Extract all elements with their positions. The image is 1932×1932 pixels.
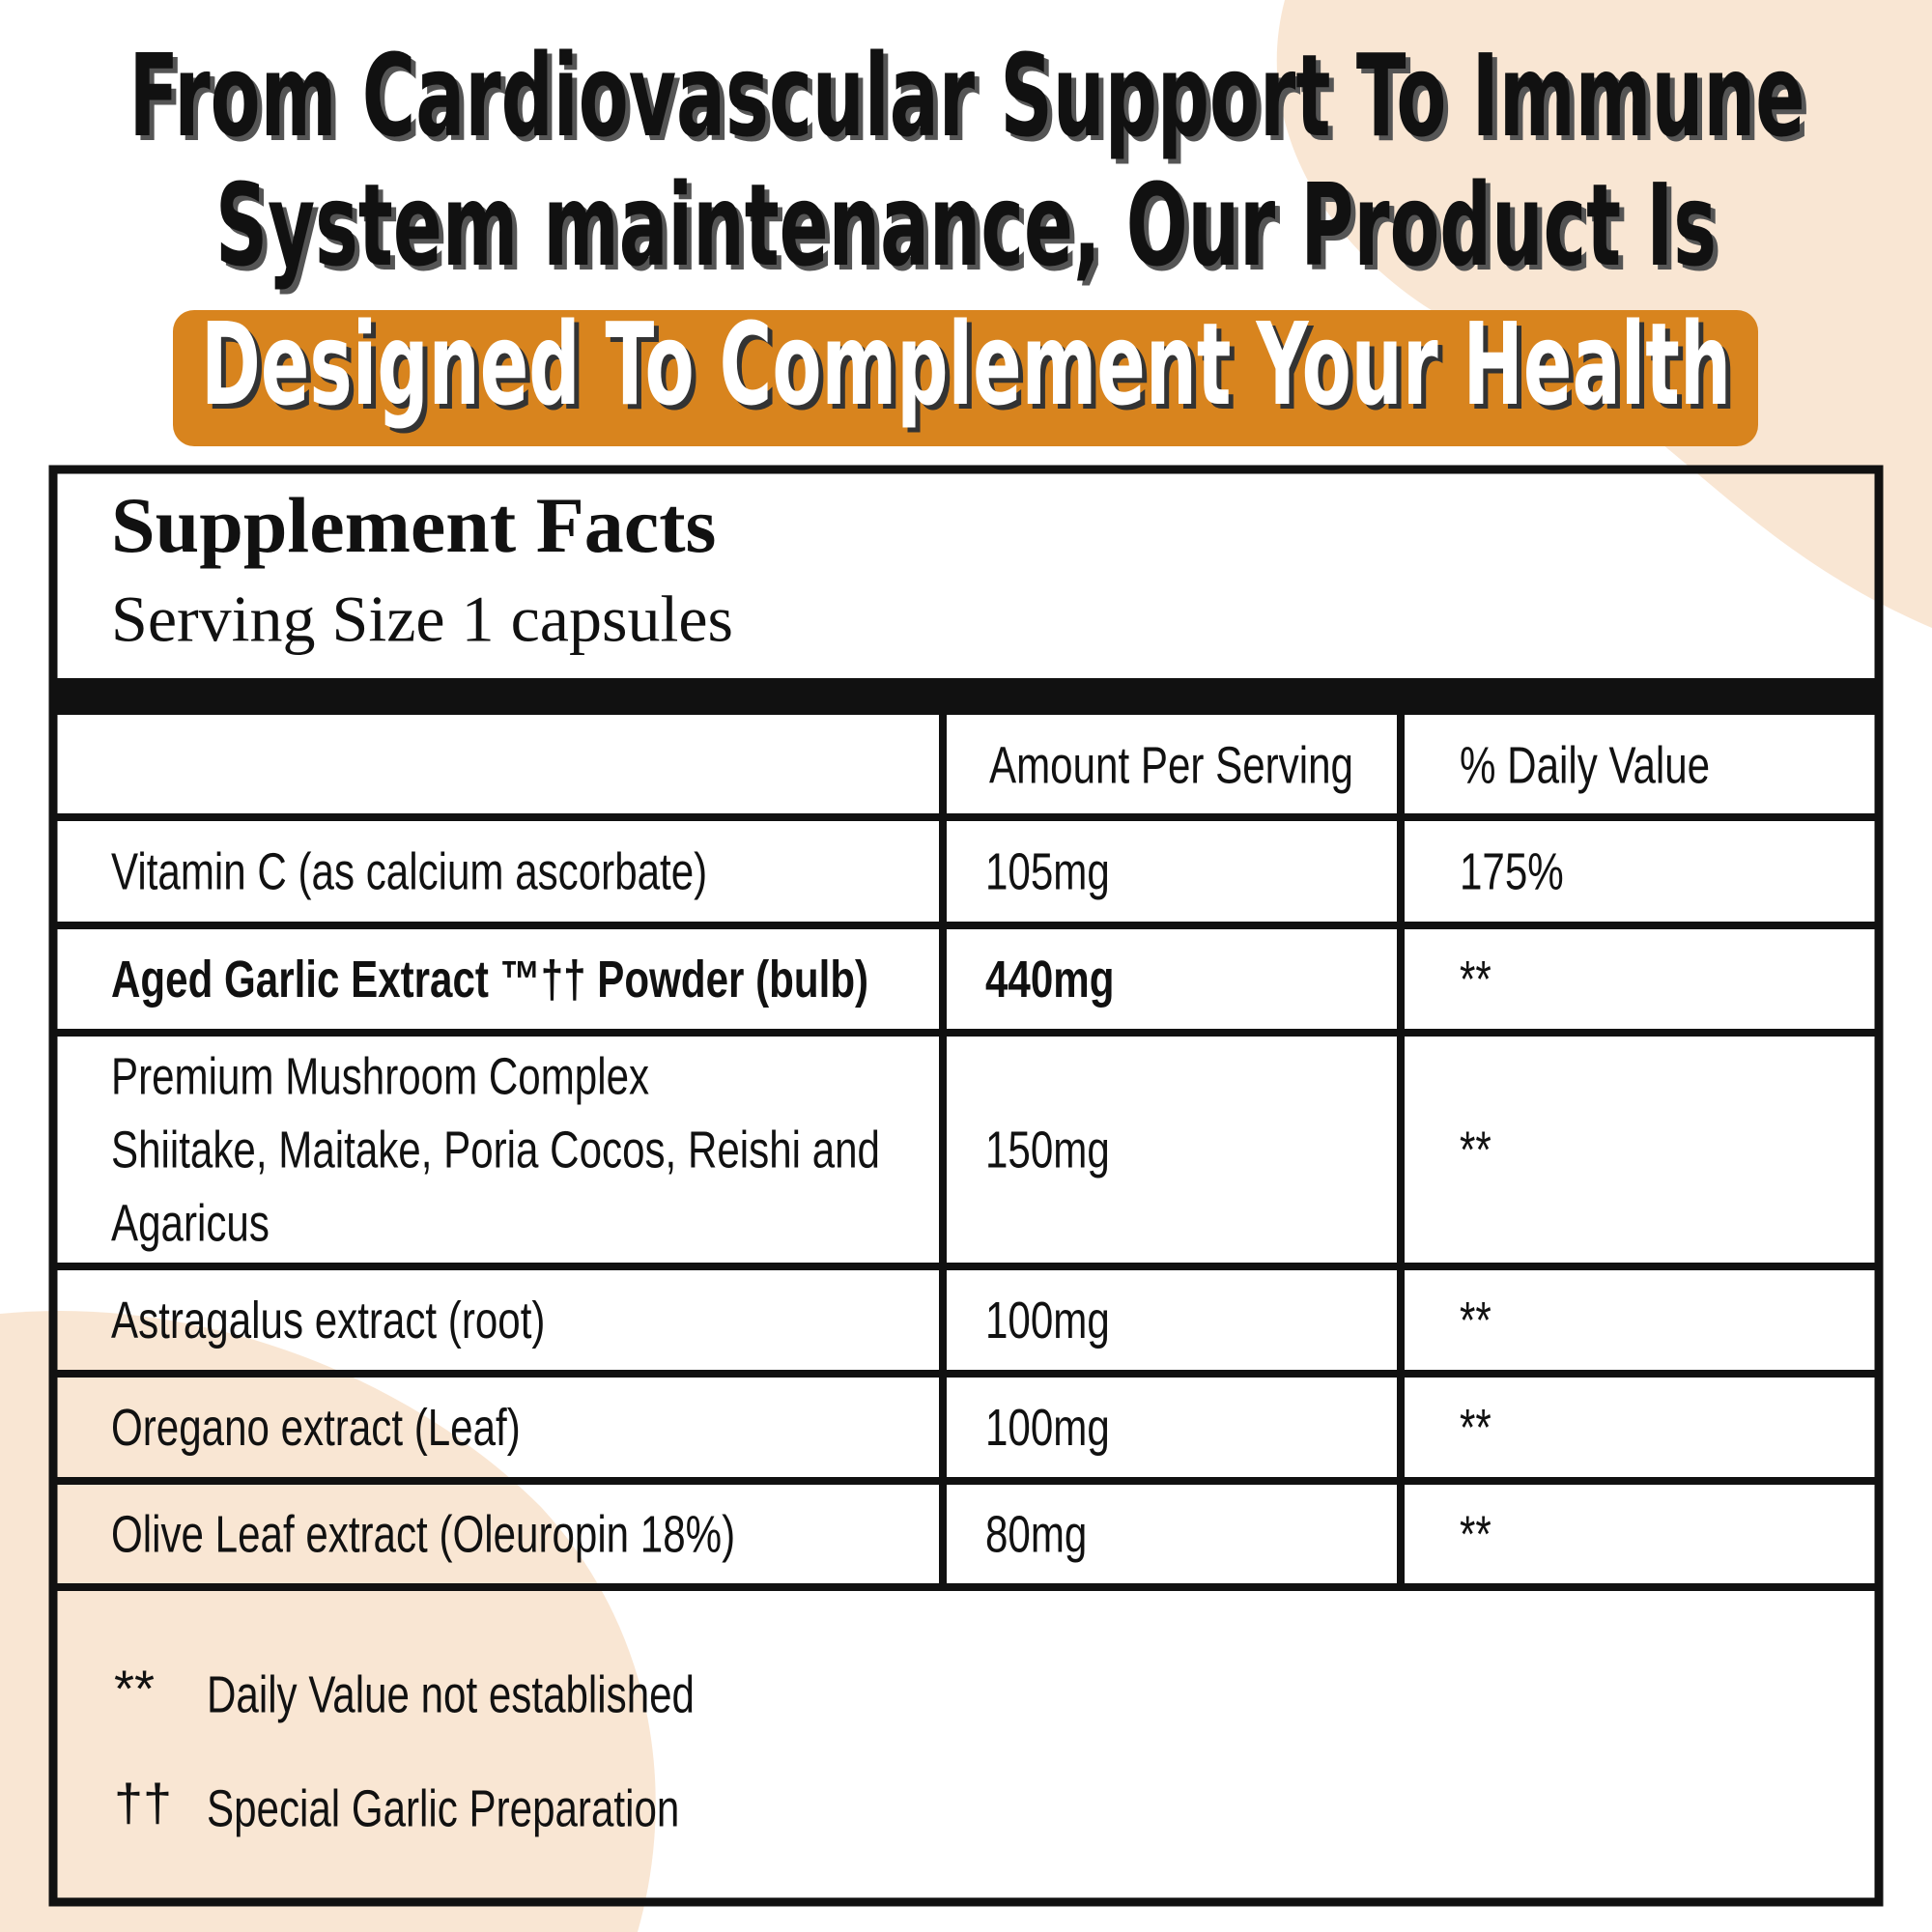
footnote-mark: †† [114,1774,172,1832]
cell-text: 100mg [985,1292,1110,1350]
highlight-box [173,310,1758,446]
cell-text: Olive Leaf extract (Oleuropin 18%) [111,1505,735,1563]
cell-text: 80mg [985,1505,1087,1563]
cell-text: ** [1460,951,1492,1009]
cell-text: Vitamin C (as calcium ascorbate) [111,842,707,900]
cell-text: Agaricus [111,1194,270,1252]
cell-text: 100mg [985,1399,1110,1457]
footnote-text: Special Garlic Preparation [207,1779,679,1837]
cell-text: ** [1460,1292,1492,1350]
footnote-text: Daily Value not established [207,1665,695,1723]
cell-text: 440mg [985,951,1114,1009]
footnote-mark: ** [114,1660,155,1718]
thick-bar [53,678,1879,715]
cell-text: 105mg [985,842,1110,900]
cell-text: Shiitake, Maitake, Poria Cocos, Reishi a… [111,1121,880,1179]
cell-text: Aged Garlic Extract ™†† Powder (bulb) [111,951,868,1009]
cell-text: Oregano extract (Leaf) [111,1399,521,1457]
cell-text: Premium Mushroom Complex [111,1047,649,1105]
serving-size: Serving Size 1 capsules [111,582,733,656]
cell-text: ** [1460,1399,1492,1457]
cell-text: 150mg [985,1121,1110,1179]
cell-text: ** [1460,1505,1492,1563]
facts-box [48,465,1884,1907]
cell-text: Amount Per Serving [989,736,1353,794]
cell-text: % Daily Value [1460,736,1710,794]
headline-highlight: Designed To Complement Your Health [201,298,1731,431]
facts-title: Supplement Facts [111,481,716,569]
cell-text: 175% [1460,842,1564,900]
cell-text: Astragalus extract (root) [111,1292,545,1350]
headline: System maintenance, Our Product Is [215,158,1717,292]
headline: From Cardiovascular Support To Immune [129,29,1805,162]
bg-blob [0,1310,656,1932]
cell-text: ** [1460,1121,1492,1179]
